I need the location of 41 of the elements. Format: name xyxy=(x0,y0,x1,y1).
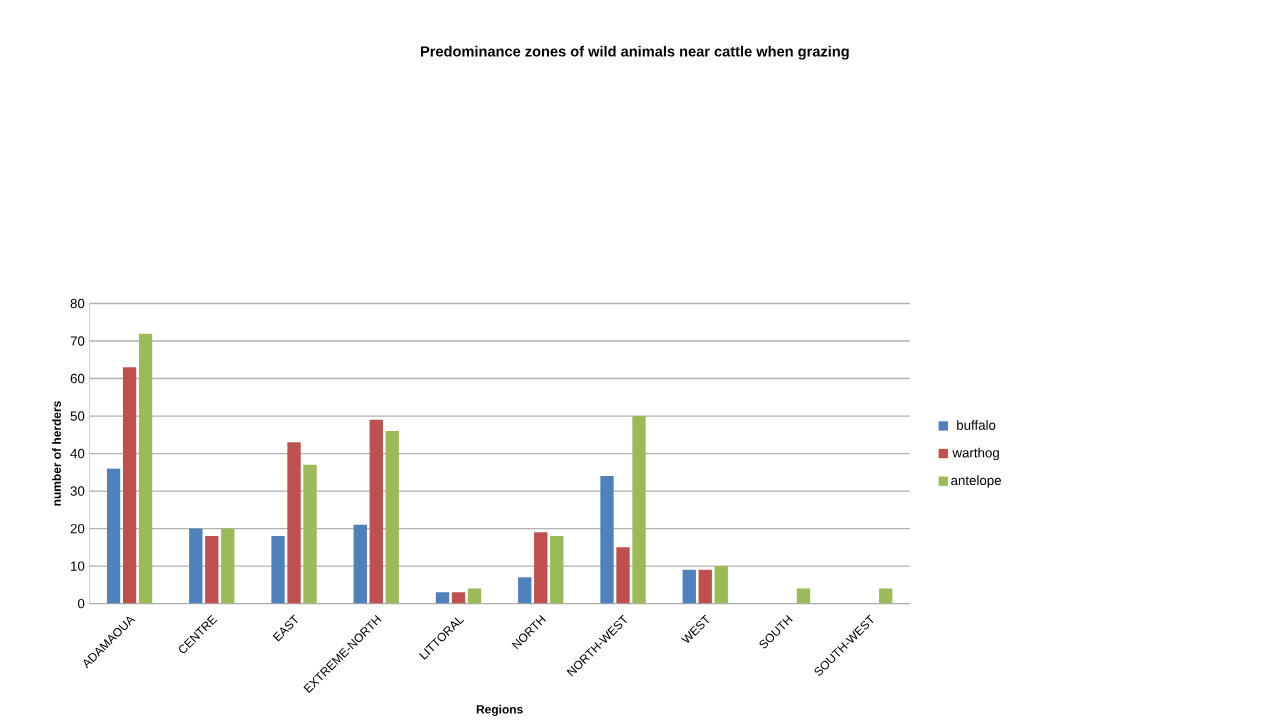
legend-label: antelope xyxy=(951,475,1001,488)
bar xyxy=(287,442,301,604)
y-tick-label: 50 xyxy=(70,411,85,421)
y-tick-label: 20 xyxy=(70,523,85,534)
bar xyxy=(600,475,614,604)
legend-label: warthog xyxy=(952,447,999,460)
bar xyxy=(189,528,203,604)
legend-label: buffalo xyxy=(957,419,996,430)
bar xyxy=(550,535,564,604)
y-axis-title: number of herders xyxy=(52,401,61,506)
y-tick-label: 70 xyxy=(70,336,85,346)
y-tick-label: 0 xyxy=(77,598,85,609)
bar xyxy=(221,528,235,604)
bar xyxy=(138,333,153,604)
x-axis-title: Regions xyxy=(476,704,523,716)
bar xyxy=(632,415,646,604)
bar xyxy=(698,569,712,604)
y-tick-label: 30 xyxy=(70,486,85,496)
bar xyxy=(205,535,219,604)
y-tick-label: 60 xyxy=(70,373,85,384)
bar xyxy=(385,430,399,604)
chart-title: Predominance zones of wild animals near cattle when grazing xyxy=(421,45,849,60)
bar xyxy=(106,468,121,604)
bar xyxy=(518,577,532,604)
bar xyxy=(303,464,317,604)
y-tick-label: 40 xyxy=(70,448,85,459)
bar xyxy=(467,588,482,604)
bar xyxy=(451,592,466,604)
y-tick-label: 10 xyxy=(71,561,85,571)
bar xyxy=(271,535,285,604)
bar xyxy=(534,532,548,604)
y-tick-label: 80 xyxy=(70,298,85,309)
bar xyxy=(369,419,383,604)
bar xyxy=(122,367,137,604)
bar xyxy=(682,569,696,604)
bar xyxy=(435,592,450,604)
bar xyxy=(714,565,728,604)
bar xyxy=(879,588,893,604)
bar xyxy=(616,547,630,604)
bar xyxy=(353,524,367,604)
bar xyxy=(796,588,811,604)
